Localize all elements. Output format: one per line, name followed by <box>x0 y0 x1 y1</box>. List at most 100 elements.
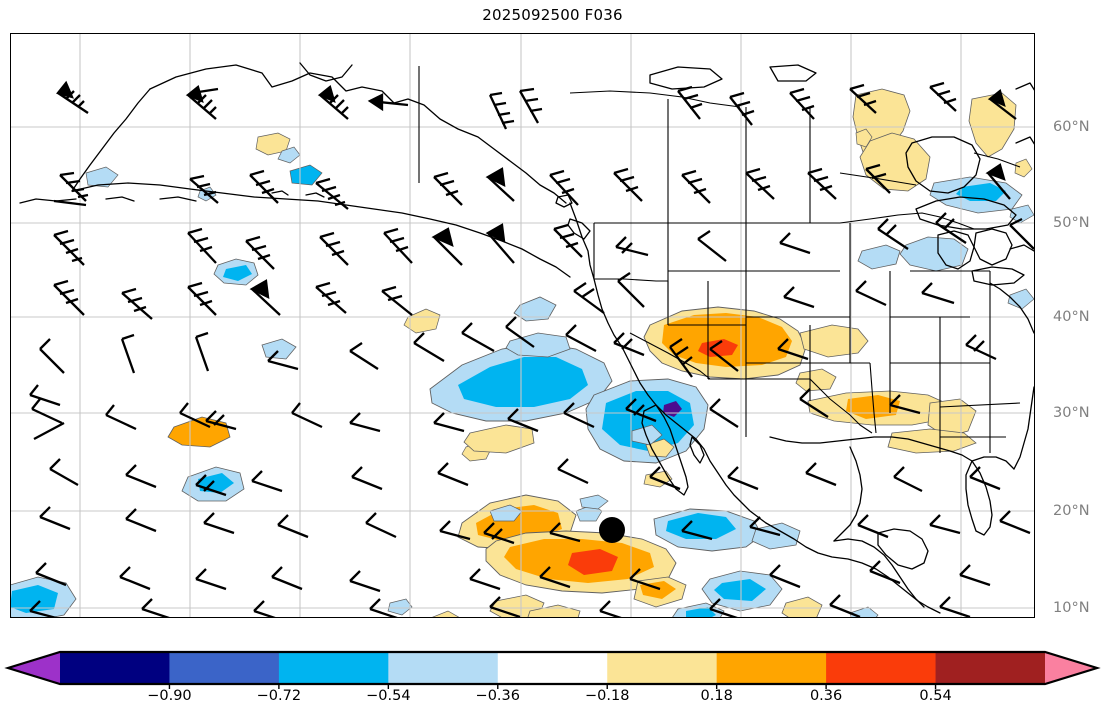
coastline-bering-north <box>299 62 353 82</box>
wind-barb <box>483 522 515 545</box>
wind-barb <box>185 85 217 120</box>
colorbar-tick-label: −0.54 <box>366 688 411 704</box>
wind-barb <box>669 338 693 378</box>
lat-label-20N: 20°N <box>1053 503 1090 519</box>
wind-barb <box>195 474 227 497</box>
anomaly-fill-layer <box>10 88 1035 618</box>
wind-barb <box>829 594 861 618</box>
wind-barb <box>205 410 237 431</box>
wind-barb <box>779 232 811 255</box>
wind-barb <box>709 398 739 428</box>
wind-barb <box>935 212 967 244</box>
wind-barb <box>469 568 501 591</box>
coastline-arctic-island-b <box>769 64 817 82</box>
anomaly-region <box>579 494 609 510</box>
map-plot-area[interactable] <box>10 33 1035 618</box>
coastline-west-coast <box>569 202 767 524</box>
wind-barb <box>33 421 65 441</box>
wind-barb <box>677 85 703 120</box>
wind-barb <box>291 402 323 429</box>
wind-barb <box>1009 217 1035 250</box>
wind-barb <box>319 231 349 266</box>
colorbar-tick-label: −0.18 <box>585 688 630 704</box>
border-on-qc <box>973 152 1021 168</box>
wind-barb <box>189 174 219 204</box>
wind-barb <box>745 167 775 200</box>
wind-barb <box>613 332 645 357</box>
wind-barb <box>929 81 957 112</box>
wind-barb <box>317 85 349 120</box>
wind-barb <box>789 87 815 120</box>
anomaly-region <box>795 368 837 392</box>
wind-barb <box>381 285 413 316</box>
wind-barb <box>565 324 597 353</box>
wind-barb <box>433 412 465 433</box>
wind-barb <box>549 169 579 206</box>
wind-barb <box>939 596 971 618</box>
wind-barb <box>485 167 515 202</box>
wind-barb <box>869 560 901 585</box>
wind-barb <box>31 398 63 425</box>
wind-barb <box>697 230 727 262</box>
colorbar-segment <box>60 652 170 684</box>
wind-barb <box>987 89 1017 120</box>
wind-barb <box>709 340 739 372</box>
wind-barb <box>865 163 891 194</box>
wind-barb <box>613 167 643 202</box>
wind-barb <box>573 282 605 314</box>
coastline-baja-peninsula <box>641 404 689 496</box>
wind-barb <box>855 280 887 307</box>
anomaly-region <box>489 504 523 522</box>
wind-barb <box>557 458 589 485</box>
storm-center-marker[interactable] <box>599 517 625 543</box>
wind-barb <box>857 514 889 539</box>
wind-barb <box>929 514 961 535</box>
colorbar-swatches[interactable] <box>0 648 1105 690</box>
anomaly-region <box>857 244 901 270</box>
wind-barb <box>56 80 89 114</box>
wind-barb <box>39 506 71 531</box>
coastline-lake-superior <box>915 196 1017 230</box>
wind-barb <box>507 408 539 433</box>
wind-barb <box>783 286 815 309</box>
wind-barb <box>119 566 151 591</box>
coastline-haida-gwaii <box>555 194 573 208</box>
coastline-arctic-island <box>649 66 723 90</box>
coastline-alaska <box>149 64 567 204</box>
wind-barb <box>629 568 661 591</box>
coastline-aleutian-isl-b <box>159 196 197 202</box>
wind-barb <box>39 338 65 374</box>
coastline-aleutian-arc <box>71 182 571 278</box>
wind-barb <box>203 512 235 535</box>
wind-barb <box>53 199 87 207</box>
wind-barb <box>267 350 299 371</box>
anomaly-region <box>10 585 58 613</box>
wind-barb <box>681 520 713 541</box>
colorbar[interactable]: −0.90 −0.72 −0.54 −0.36 −0.18 0.18 0.36 0.54 <box>0 648 1105 712</box>
wind-barb <box>433 171 463 206</box>
coastline-florida <box>965 460 993 536</box>
anomaly-region <box>429 610 461 618</box>
wind-barb <box>777 338 809 361</box>
lat-label-40N: 40°N <box>1053 309 1090 325</box>
wind-barb <box>125 464 157 489</box>
lat-label-10N: 10°N <box>1053 600 1090 616</box>
map-panel[interactable]: 60°N 50°N 40°N 30°N 20°N 10°N 170°W 160°… <box>10 33 1090 671</box>
wind-barb <box>315 281 347 314</box>
wind-barb <box>959 564 991 587</box>
wind-barb <box>105 404 137 431</box>
anomaly-region <box>458 357 588 407</box>
coastline-gulf-california <box>689 436 705 464</box>
anomaly-region <box>899 236 969 272</box>
coastline-aleutian-west <box>19 198 77 204</box>
anomaly-region <box>261 338 297 360</box>
border-ok-ar <box>869 362 877 434</box>
wind-barb <box>439 520 471 541</box>
anomaly-region <box>223 265 252 281</box>
lat-label-50N: 50°N <box>1053 215 1090 231</box>
wind-barb <box>769 564 801 589</box>
coastline-alaska-west <box>71 88 151 192</box>
wind-barb <box>681 169 711 204</box>
colorbar-segment <box>278 652 389 684</box>
